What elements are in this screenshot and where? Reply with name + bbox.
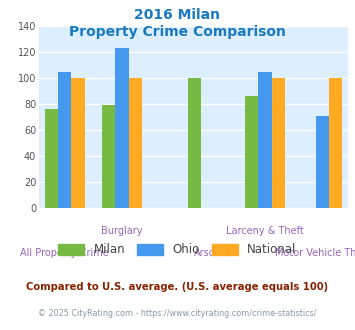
Text: © 2025 CityRating.com - https://www.cityrating.com/crime-statistics/: © 2025 CityRating.com - https://www.city… [38,309,317,317]
Bar [102,106,115,208]
Text: Motor Vehicle Theft: Motor Vehicle Theft [275,248,355,258]
Bar [45,109,58,208]
Bar [71,78,84,208]
Bar [329,78,342,208]
Bar [245,96,258,208]
Bar [188,78,201,208]
Text: 2016 Milan: 2016 Milan [135,8,220,22]
Text: Property Crime Comparison: Property Crime Comparison [69,25,286,39]
Bar [316,116,329,208]
Text: Arson: Arson [194,248,222,258]
Text: Larceny & Theft: Larceny & Theft [226,226,304,236]
Bar [58,72,71,208]
Bar [272,78,285,208]
Legend: Milan, Ohio, National: Milan, Ohio, National [55,240,300,260]
Bar [129,78,142,208]
Bar [258,72,272,208]
Text: All Property Crime: All Property Crime [20,248,109,258]
Text: Compared to U.S. average. (U.S. average equals 100): Compared to U.S. average. (U.S. average … [26,282,329,292]
Text: Burglary: Burglary [101,226,143,236]
Bar [115,49,129,208]
